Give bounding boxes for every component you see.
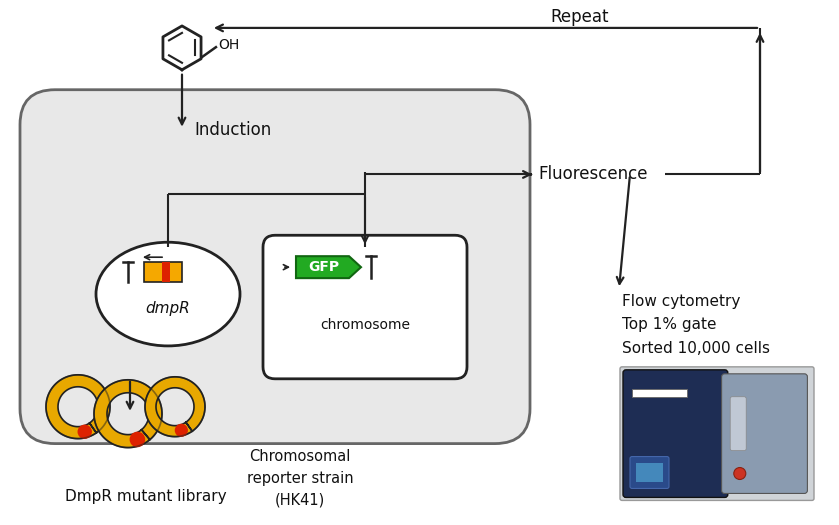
Text: Fluorescence: Fluorescence (538, 165, 648, 183)
FancyBboxPatch shape (162, 262, 170, 282)
Polygon shape (94, 380, 162, 448)
FancyBboxPatch shape (144, 262, 182, 282)
Polygon shape (46, 375, 110, 438)
Text: chromosome: chromosome (320, 318, 410, 332)
Text: OH: OH (218, 38, 239, 52)
FancyBboxPatch shape (730, 397, 746, 450)
FancyBboxPatch shape (632, 389, 687, 397)
Circle shape (175, 424, 188, 437)
FancyBboxPatch shape (722, 374, 807, 493)
FancyBboxPatch shape (620, 367, 814, 500)
Circle shape (734, 468, 746, 479)
Polygon shape (296, 256, 361, 278)
Circle shape (129, 432, 145, 447)
FancyBboxPatch shape (20, 90, 530, 444)
Text: GFP: GFP (308, 260, 339, 274)
FancyBboxPatch shape (630, 457, 669, 488)
Text: Induction: Induction (194, 121, 271, 139)
Polygon shape (145, 377, 205, 437)
Circle shape (77, 425, 92, 439)
Text: DmpR mutant library: DmpR mutant library (65, 489, 227, 504)
Ellipse shape (96, 242, 240, 346)
Text: dmpR: dmpR (146, 300, 190, 316)
FancyBboxPatch shape (623, 370, 727, 497)
Text: Flow cytometry
Top 1% gate
Sorted 10,000 cells: Flow cytometry Top 1% gate Sorted 10,000… (622, 294, 770, 356)
Text: Chromosomal
reporter strain
(HK41): Chromosomal reporter strain (HK41) (247, 448, 353, 508)
FancyBboxPatch shape (263, 235, 467, 379)
FancyBboxPatch shape (636, 463, 663, 482)
Text: Repeat: Repeat (550, 8, 609, 26)
